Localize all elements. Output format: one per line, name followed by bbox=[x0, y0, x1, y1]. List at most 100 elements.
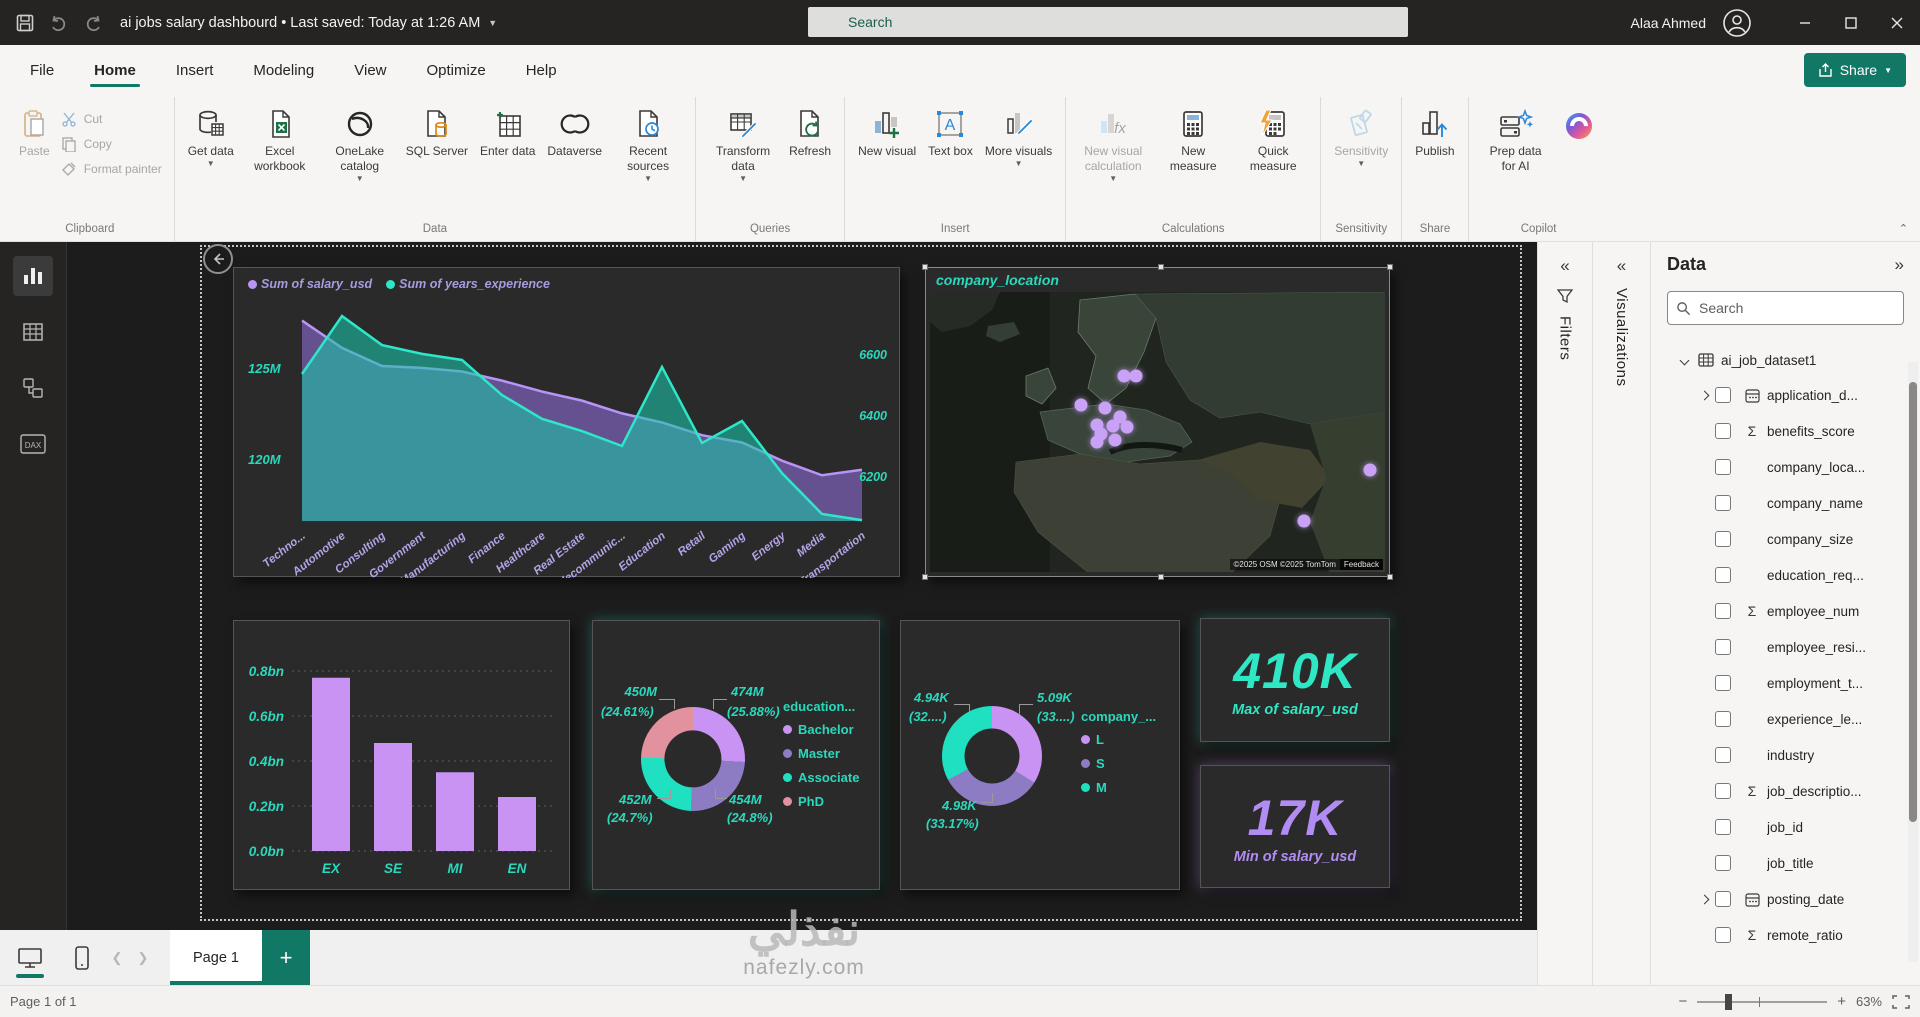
resize-handle[interactable] bbox=[922, 264, 928, 270]
field-checkbox[interactable] bbox=[1715, 675, 1731, 691]
chevron-down-icon[interactable] bbox=[1679, 355, 1689, 365]
field-row[interactable]: company_loca... bbox=[1651, 449, 1920, 485]
legend-item[interactable]: Bachelor bbox=[783, 722, 859, 737]
quick-measure-button[interactable]: Quick measure bbox=[1234, 103, 1312, 176]
add-page-button[interactable]: + bbox=[262, 930, 310, 985]
menu-view[interactable]: View bbox=[354, 61, 387, 79]
field-row[interactable]: employment_t... bbox=[1651, 665, 1920, 701]
maximize-button[interactable] bbox=[1828, 0, 1874, 45]
chevron-right-icon[interactable] bbox=[1699, 894, 1709, 904]
menu-modeling[interactable]: Modeling bbox=[253, 61, 315, 79]
field-row[interactable]: job_id bbox=[1651, 809, 1920, 845]
map-location-dot[interactable] bbox=[1363, 463, 1377, 477]
zoom-out-button[interactable]: − bbox=[1678, 993, 1688, 1010]
data-search-box[interactable] bbox=[1667, 291, 1904, 325]
minimize-button[interactable] bbox=[1782, 0, 1828, 45]
data-panel-scrollbar[interactable] bbox=[1908, 362, 1918, 962]
refresh-button[interactable]: Refresh bbox=[784, 103, 836, 161]
menu-file[interactable]: File bbox=[30, 61, 55, 79]
zoom-level[interactable]: 63% bbox=[1855, 994, 1882, 1009]
bar-chart-visual[interactable]: 0.8bn 0.6bn 0.4bn 0.2bn 0.0bn EX SE MI EN bbox=[233, 620, 570, 890]
field-row[interactable]: education_req... bbox=[1651, 557, 1920, 593]
field-checkbox[interactable] bbox=[1715, 387, 1731, 403]
redo-icon[interactable] bbox=[76, 6, 110, 40]
field-checkbox[interactable] bbox=[1715, 531, 1731, 547]
user-name[interactable]: Alaa Ahmed bbox=[1630, 14, 1707, 31]
format-painter-button[interactable]: Format painter bbox=[61, 161, 162, 177]
field-checkbox[interactable] bbox=[1715, 639, 1731, 655]
legend-item[interactable]: Associate bbox=[783, 770, 859, 785]
field-row[interactable]: company_size bbox=[1651, 521, 1920, 557]
global-search-input[interactable] bbox=[808, 7, 1408, 37]
model-view-button[interactable] bbox=[13, 368, 53, 408]
map-location-dot[interactable] bbox=[1098, 401, 1112, 415]
new-visual-calculation-button[interactable]: fx New visual calculation ▼ bbox=[1074, 103, 1152, 186]
recent-sources-button[interactable]: Recent sources ▼ bbox=[609, 103, 687, 186]
get-data-button[interactable]: Get data ▼ bbox=[183, 103, 239, 171]
map-visual[interactable]: company_location bbox=[922, 264, 1393, 580]
min-salary-card-visual[interactable]: 17K Min of salary_usd bbox=[1200, 765, 1390, 888]
menu-home[interactable]: Home bbox=[90, 48, 140, 93]
chevron-right-icon[interactable] bbox=[1699, 390, 1709, 400]
legend-item[interactable]: PhD bbox=[783, 794, 859, 809]
expand-filters-icon[interactable]: « bbox=[1560, 256, 1570, 275]
data-search-input[interactable] bbox=[1699, 300, 1895, 316]
map-location-dot[interactable] bbox=[1129, 369, 1143, 383]
max-salary-card-visual[interactable]: 410K Max of salary_usd bbox=[1200, 618, 1390, 742]
area-chart-visual[interactable]: Sum of salary_usd Sum of years_experienc… bbox=[233, 267, 900, 595]
company-size-donut-visual[interactable]: 4.94K (32....) 5.09K (33....) 4.98K (33.… bbox=[900, 620, 1180, 890]
zoom-slider-thumb[interactable] bbox=[1725, 993, 1733, 1010]
menu-insert[interactable]: Insert bbox=[175, 61, 214, 79]
copy-button[interactable]: Copy bbox=[61, 136, 162, 152]
map-location-dot[interactable] bbox=[1106, 419, 1120, 433]
expand-visualizations-icon[interactable]: « bbox=[1616, 256, 1627, 275]
transform-data-button[interactable]: Transform data ▼ bbox=[704, 103, 782, 186]
legend-item[interactable]: S bbox=[1081, 756, 1156, 771]
field-checkbox[interactable] bbox=[1715, 495, 1731, 511]
field-row[interactable]: application_d... bbox=[1651, 377, 1920, 413]
map-body[interactable]: ©2025 OSM ©2025 TomTom Feedback bbox=[930, 292, 1385, 572]
undo-icon[interactable] bbox=[42, 6, 76, 40]
education-donut[interactable] bbox=[641, 707, 745, 811]
map-location-dot[interactable] bbox=[1113, 410, 1127, 424]
legend-item[interactable]: M bbox=[1081, 780, 1156, 795]
map-location-dot[interactable] bbox=[1297, 514, 1311, 528]
back-button[interactable] bbox=[203, 244, 233, 274]
publish-button[interactable]: Publish bbox=[1410, 103, 1459, 161]
map-location-dot[interactable] bbox=[1074, 398, 1088, 412]
field-checkbox[interactable] bbox=[1715, 567, 1731, 583]
desktop-layout-button[interactable] bbox=[8, 930, 52, 985]
collapse-data-panel-icon[interactable]: » bbox=[1894, 254, 1904, 274]
field-checkbox[interactable] bbox=[1715, 783, 1731, 799]
field-checkbox[interactable] bbox=[1715, 927, 1731, 943]
field-checkbox[interactable] bbox=[1715, 747, 1731, 763]
copilot-button[interactable] bbox=[1557, 103, 1601, 145]
title-dropdown-icon[interactable]: ▼ bbox=[488, 17, 498, 28]
share-button[interactable]: Share ▼ bbox=[1803, 53, 1906, 87]
menu-optimize[interactable]: Optimize bbox=[426, 61, 486, 79]
dataset-row[interactable]: ai_job_dataset1 bbox=[1651, 343, 1920, 377]
text-box-button[interactable]: A Text box bbox=[923, 103, 978, 161]
resize-handle[interactable] bbox=[1387, 264, 1393, 270]
document-title[interactable]: ai jobs salary dashbourd • Last saved: T… bbox=[120, 15, 497, 31]
tab-page-1[interactable]: Page 1 bbox=[170, 930, 262, 985]
resize-handle[interactable] bbox=[922, 574, 928, 580]
dataverse-button[interactable]: Dataverse bbox=[542, 103, 607, 161]
report-view-button[interactable] bbox=[13, 256, 53, 296]
zoom-in-button[interactable]: + bbox=[1837, 993, 1846, 1010]
map-location-dot[interactable] bbox=[1117, 369, 1131, 383]
excel-workbook-button[interactable]: Excel workbook bbox=[241, 103, 319, 176]
filters-strip-label[interactable]: Filters bbox=[1556, 316, 1574, 361]
report-canvas[interactable]: Sum of salary_usd Sum of years_experienc… bbox=[67, 242, 1537, 930]
save-icon[interactable] bbox=[8, 6, 42, 40]
next-page-icon[interactable]: ❯ bbox=[137, 949, 149, 965]
map-feedback-link[interactable]: Feedback bbox=[1339, 559, 1383, 570]
field-row[interactable]: experience_le... bbox=[1651, 701, 1920, 737]
field-checkbox[interactable] bbox=[1715, 603, 1731, 619]
field-row[interactable]: posting_date bbox=[1651, 881, 1920, 917]
field-checkbox[interactable] bbox=[1715, 711, 1731, 727]
prep-data-for-ai-button[interactable]: Prep data for AI bbox=[1477, 103, 1555, 176]
mobile-layout-button[interactable] bbox=[60, 930, 104, 985]
